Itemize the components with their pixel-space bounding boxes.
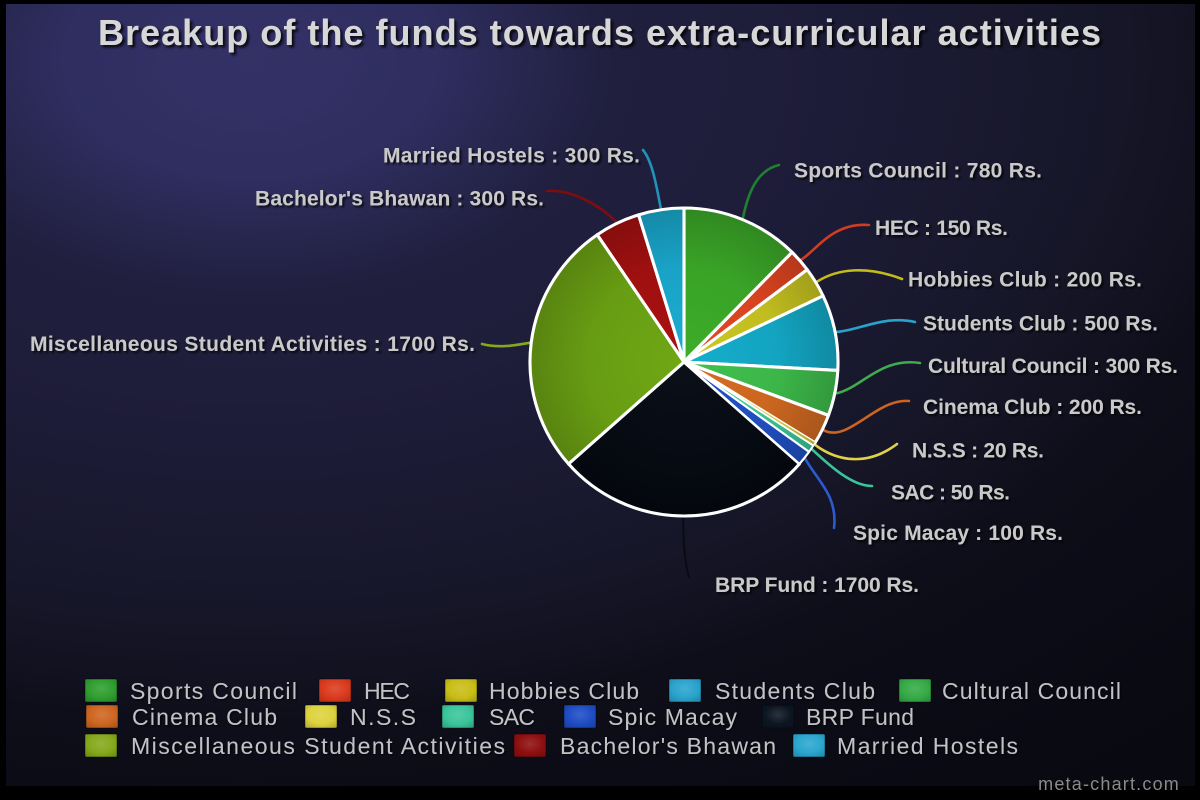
svg-text:Bachelor's Bhawan : 300 Rs.: Bachelor's Bhawan : 300 Rs. xyxy=(255,188,544,211)
svg-text:Students Club : 500 Rs.: Students Club : 500 Rs. xyxy=(923,313,1158,336)
svg-text:Spic Macay: Spic Macay xyxy=(608,704,738,730)
svg-text:Married Hostels: Married Hostels xyxy=(837,733,1018,759)
svg-text:SAC: SAC xyxy=(489,704,535,730)
svg-text:meta-chart.com: meta-chart.com xyxy=(1038,774,1180,794)
svg-text:BRP Fund: BRP Fund xyxy=(806,704,914,730)
svg-text:HEC : 150 Rs.: HEC : 150 Rs. xyxy=(875,217,1008,240)
svg-text:Students Club: Students Club xyxy=(715,678,875,704)
svg-text:SAC : 50 Rs.: SAC : 50 Rs. xyxy=(891,482,1010,505)
svg-text:Cinema Club : 200 Rs.: Cinema Club : 200 Rs. xyxy=(923,396,1142,419)
svg-text:Spic Macay : 100 Rs.: Spic Macay : 100 Rs. xyxy=(853,522,1063,545)
svg-text:Miscellaneous Student Activiti: Miscellaneous Student Activities xyxy=(131,733,505,759)
svg-text:Cultural Council: Cultural Council xyxy=(942,678,1121,704)
svg-text:Cinema Club: Cinema Club xyxy=(132,704,277,730)
svg-text:N.S.S: N.S.S xyxy=(350,704,416,730)
svg-text:Bachelor's Bhawan: Bachelor's Bhawan xyxy=(560,733,776,759)
svg-text:Hobbies Club : 200 Rs.: Hobbies Club : 200 Rs. xyxy=(908,269,1142,292)
svg-text:BRP Fund : 1700 Rs.: BRP Fund : 1700 Rs. xyxy=(715,574,919,597)
svg-text:Hobbies Club: Hobbies Club xyxy=(489,678,639,704)
svg-text:Cultural Council : 300 Rs.: Cultural Council : 300 Rs. xyxy=(928,355,1178,378)
svg-text:Sports Council: Sports Council xyxy=(130,678,297,704)
svg-text:HEC: HEC xyxy=(364,678,410,704)
svg-text:Breakup of the funds towards e: Breakup of the funds towards extra-curri… xyxy=(98,12,1101,53)
svg-text:Married Hostels : 300 Rs.: Married Hostels : 300 Rs. xyxy=(383,145,640,168)
svg-text:Sports Council : 780 Rs.: Sports Council : 780 Rs. xyxy=(794,160,1042,183)
svg-text:Miscellaneous Student Activiti: Miscellaneous Student Activities : 1700 … xyxy=(30,333,475,356)
svg-text:N.S.S : 20 Rs.: N.S.S : 20 Rs. xyxy=(912,440,1044,463)
